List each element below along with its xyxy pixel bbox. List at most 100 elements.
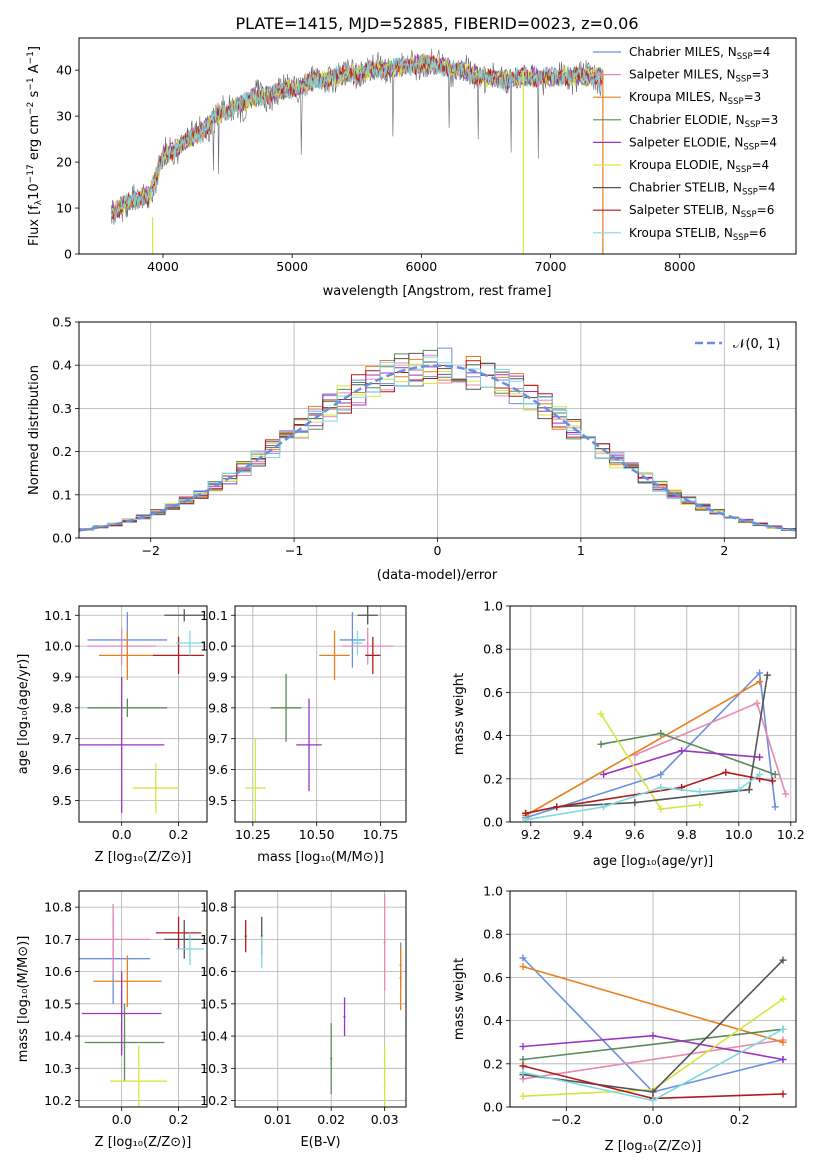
errorbar-point bbox=[383, 1045, 386, 1107]
legend-subscript: SSP bbox=[736, 75, 752, 85]
y-tick-label: 10.6 bbox=[44, 964, 72, 979]
histogram-xlabel: (data-model)/error bbox=[377, 568, 498, 583]
errorbar-point bbox=[155, 916, 202, 950]
legend-n: , N bbox=[724, 203, 741, 217]
mass-vs-extinction-panel: 0.01 0.02 0.03 10.2 10.3 10.4 10.5 10.6 10.7 10.8… bbox=[200, 890, 407, 1150]
legend-count: =4 bbox=[753, 45, 771, 59]
weight-marker bbox=[678, 747, 686, 755]
y-tick-label: 10.3 bbox=[200, 1061, 228, 1076]
y-tick-label: 9.5 bbox=[52, 793, 72, 808]
weight-marker bbox=[597, 740, 605, 748]
y-tick-label: 0.6 bbox=[483, 685, 503, 700]
legend-subscript: SSP bbox=[733, 233, 749, 243]
y-tick-label: 9.9 bbox=[52, 669, 72, 684]
spectrum-lines bbox=[110, 48, 604, 254]
legend-n: , N bbox=[711, 90, 728, 104]
errorbar-point bbox=[319, 630, 350, 681]
errorbars bbox=[245, 606, 394, 822]
errorbar-point bbox=[87, 698, 168, 718]
age-vs-metallicity-panel: 0.0 0.2 9.5 9.6 9.7 9.8 9.9 10.0 10.1 Z [log₁₀(Z/… bbox=[16, 605, 208, 865]
weight-marker bbox=[649, 1088, 657, 1096]
legend-entry: Kroupa MILES, NSSP=3 bbox=[629, 90, 761, 107]
weight-marker bbox=[779, 1025, 787, 1033]
errorbar-point bbox=[270, 673, 302, 742]
weight-line bbox=[600, 713, 700, 810]
x-tick-label: −2 bbox=[141, 543, 159, 558]
x-tick-label: 9.2 bbox=[521, 827, 541, 842]
x-axis-label: age [log₁₀(age/yr)] bbox=[593, 854, 714, 869]
legend-model: Kroupa ELODIE bbox=[629, 158, 719, 172]
legend-n: , N bbox=[728, 113, 745, 127]
weight-marker bbox=[657, 805, 665, 813]
legend-n: , N bbox=[725, 181, 742, 195]
histogram-ylabel: Normed distribution bbox=[27, 365, 42, 495]
legend-count: =6 bbox=[757, 203, 775, 217]
spectrum-title: PLATE=1415, MJD=52885, FIBERID=0023, z=0… bbox=[235, 14, 638, 33]
weight-line bbox=[525, 773, 761, 821]
weight-marker bbox=[779, 1038, 787, 1046]
legend-model: Chabrier MILES bbox=[629, 45, 720, 59]
y-tick-label: 1.0 bbox=[483, 599, 503, 614]
errorbar-point bbox=[343, 997, 346, 1037]
y-tick-label: 10.7 bbox=[200, 932, 228, 947]
legend-entry: 𝒩(0, 1) bbox=[733, 337, 780, 352]
legend-entry: Salpeter MILES, NSSP=3 bbox=[629, 68, 769, 85]
y-tick-label: 0.1 bbox=[52, 487, 72, 502]
weight-marker bbox=[696, 788, 704, 796]
x-tick-label: 10.25 bbox=[235, 827, 271, 842]
weight-marker bbox=[722, 768, 730, 776]
weight-line bbox=[634, 702, 787, 795]
y-tick-label: 9.8 bbox=[208, 700, 228, 715]
y-tick-label: 9.6 bbox=[208, 762, 228, 777]
normal-curve bbox=[79, 364, 796, 532]
y-tick-label: 10 bbox=[56, 201, 72, 216]
weight-marker bbox=[779, 995, 787, 1003]
errorbar-point bbox=[81, 971, 162, 1056]
y-tick-label: 0.3 bbox=[52, 401, 72, 416]
weight-marker bbox=[756, 753, 764, 761]
legend-entry: Salpeter ELODIE, NSSP=4 bbox=[629, 135, 777, 152]
weight-marker bbox=[522, 816, 530, 822]
legend-count: =3 bbox=[761, 113, 779, 127]
legend-model: Chabrier ELODIE bbox=[629, 113, 728, 127]
weight-marker bbox=[756, 669, 764, 677]
y-tick-label: 10.6 bbox=[200, 964, 228, 979]
weight-marker bbox=[600, 770, 608, 778]
errorbar-point bbox=[164, 609, 205, 622]
y-tick-label: 10.0 bbox=[44, 639, 72, 654]
x-tick-label: 0.2 bbox=[169, 827, 189, 842]
y-tick-label: 0.0 bbox=[483, 1100, 503, 1115]
x-tick-label: 0.0 bbox=[643, 1112, 663, 1127]
errorbar-point bbox=[110, 1045, 168, 1107]
weight-marker bbox=[553, 803, 561, 811]
legend-subscript: SSP bbox=[742, 188, 758, 198]
x-tick-label: 0.0 bbox=[112, 1112, 132, 1127]
weight-marker bbox=[522, 809, 530, 817]
weight-marker bbox=[519, 1062, 527, 1070]
legend-subscript: SSP bbox=[736, 165, 752, 175]
y-tick-label: 0.2 bbox=[483, 771, 503, 786]
mass-vs-metallicity-panel: 0.0 0.2 10.2 10.3 10.4 10.5 10.6 10.7 10.8 Z [log… bbox=[16, 890, 208, 1150]
spectrum-line bbox=[110, 53, 603, 219]
x-tick-label: 2 bbox=[720, 543, 728, 558]
y-tick-label: 9.9 bbox=[208, 669, 228, 684]
y-tick-label: 10.5 bbox=[44, 996, 72, 1011]
x-tick-label: 7000 bbox=[535, 259, 567, 274]
y-tick-label: 0.0 bbox=[483, 815, 503, 830]
y-tick-label: 1.0 bbox=[483, 884, 503, 899]
x-tick-label: 4000 bbox=[147, 259, 179, 274]
legend-subscript: SSP bbox=[728, 97, 744, 107]
x-tick-label: 9.8 bbox=[677, 827, 697, 842]
y-tick-label: 10.2 bbox=[44, 1093, 72, 1108]
weight-marker bbox=[519, 1055, 527, 1063]
errorbars bbox=[79, 609, 205, 813]
legend-n: , N bbox=[719, 158, 736, 172]
weight-marker bbox=[771, 803, 779, 811]
plot-frame bbox=[234, 890, 407, 1108]
weight-marker bbox=[763, 671, 771, 679]
legend-model: Salpeter ELODIE bbox=[629, 135, 727, 149]
x-tick-label: −0.2 bbox=[551, 1112, 581, 1127]
weight-marker bbox=[519, 954, 527, 962]
x-tick-label: 5000 bbox=[276, 259, 308, 274]
legend-n: , N bbox=[720, 45, 737, 59]
